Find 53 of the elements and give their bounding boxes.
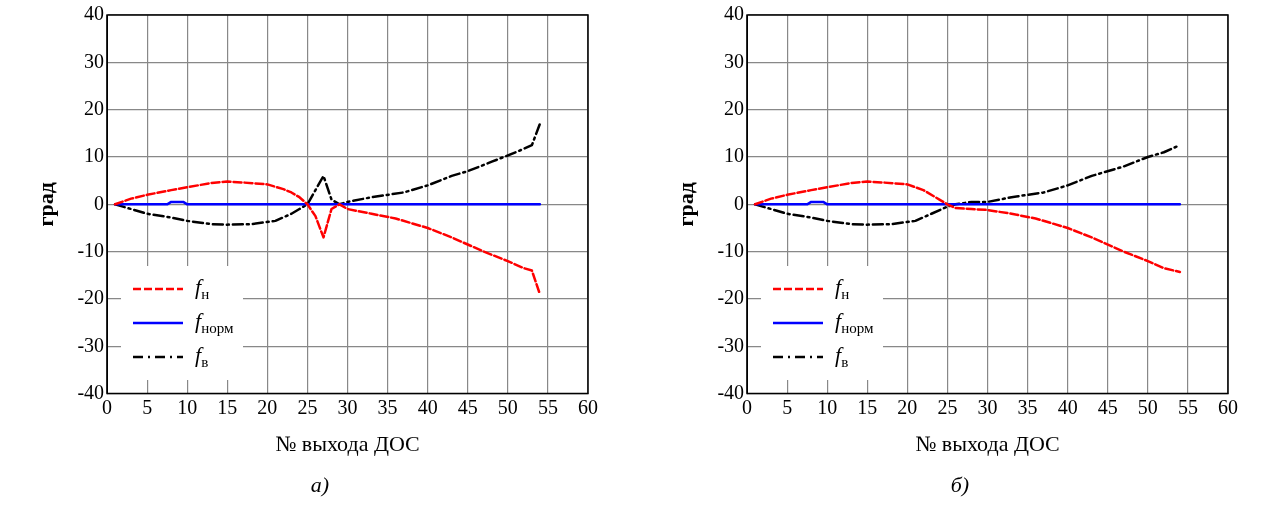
y-tick-label: -30 — [717, 333, 745, 356]
x-tick-label: 60 — [1218, 395, 1238, 418]
y-tick-label: 30 — [84, 49, 105, 72]
line-series — [753, 180, 1182, 274]
y-axis-title: град — [672, 182, 698, 227]
x-tick-label: 5 — [142, 395, 153, 418]
x-tick-label: 35 — [1017, 395, 1038, 418]
text: а) — [309, 472, 331, 498]
x-tick-label: 30 — [977, 395, 998, 418]
x-axis-title: № выхода ДОС — [275, 430, 420, 456]
legend-label: f$_{н}$ — [195, 273, 210, 304]
y-tick-label: -20 — [717, 286, 745, 309]
x-tick-label: 50 — [497, 395, 518, 418]
y-tick-label: 30 — [724, 49, 745, 72]
x-tick-label: 50 — [1137, 395, 1158, 418]
y-tick-label: 20 — [84, 96, 105, 119]
y-tick-label: 0 — [94, 191, 105, 214]
y-tick-label: -30 — [77, 333, 105, 356]
y-tick-label: -10 — [77, 238, 105, 261]
x-tick-label: 45 — [457, 395, 478, 418]
x-tick-label: 45 — [1097, 395, 1118, 418]
x-tick-label: 40 — [417, 395, 438, 418]
x-tick-label: 20 — [257, 395, 278, 418]
y-tick-label: 10 — [724, 144, 745, 167]
x-tick-label: 30 — [337, 395, 358, 418]
legend-label: f$_{норм}$ — [195, 307, 234, 338]
x-tick-label: 60 — [578, 395, 598, 418]
text: б) — [949, 472, 971, 498]
x-tick-label: 10 — [177, 395, 198, 418]
legend-label: f$_{в}$ — [195, 341, 209, 372]
x-tick-label: 40 — [1057, 395, 1078, 418]
x-tick-label: 25 — [297, 395, 318, 418]
legend-label: f$_{норм}$ — [835, 307, 874, 338]
x-tick-label: 55 — [537, 395, 558, 418]
x-axis-title: № выхода ДОС — [915, 430, 1060, 456]
legend-label: f$_{в}$ — [835, 341, 849, 372]
y-tick-label: 20 — [724, 96, 745, 119]
legend-label: f$_{н}$ — [835, 273, 850, 304]
y-tick-label: 40 — [84, 2, 105, 25]
y-tick-label: 0 — [734, 191, 745, 214]
y-tick-label: 10 — [84, 144, 105, 167]
x-tick-label: 15 — [857, 395, 878, 418]
x-tick-label: 5 — [782, 395, 793, 418]
y-tick-label: -10 — [717, 238, 745, 261]
x-tick-label: 15 — [217, 395, 238, 418]
x-tick-label: 10 — [817, 395, 838, 418]
x-tick-label: 55 — [1177, 395, 1198, 418]
y-tick-label: -20 — [77, 286, 105, 309]
x-tick-label: 25 — [937, 395, 958, 418]
x-tick-label: 35 — [377, 395, 398, 418]
y-tick-label: 40 — [724, 2, 745, 25]
x-tick-label: 20 — [897, 395, 918, 418]
y-axis-title: град — [32, 182, 58, 227]
